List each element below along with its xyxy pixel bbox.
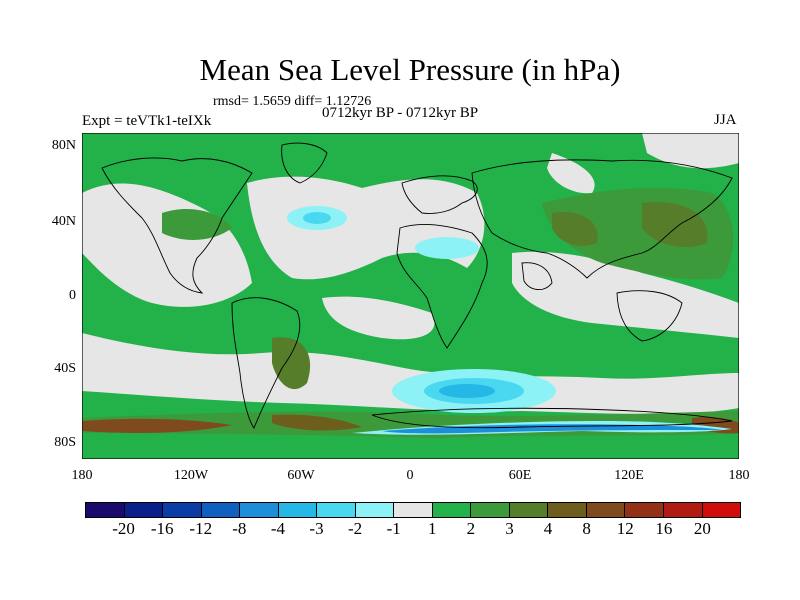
colorbar-swatch — [625, 503, 664, 517]
colorbar-swatch — [240, 503, 279, 517]
lat-tick-label: 80S — [54, 435, 76, 450]
colorbar-tick-label: -8 — [232, 519, 247, 538]
colorbar — [85, 502, 741, 518]
positive-anomaly-region — [82, 418, 232, 433]
colorbar-tick-label: 4 — [543, 519, 553, 538]
positive-anomaly-region — [642, 202, 708, 248]
positive-anomaly-region — [552, 212, 598, 246]
colorbar-swatch — [355, 503, 395, 517]
colorbar-tick-label: 16 — [655, 519, 673, 538]
positive-anomaly-region — [82, 411, 739, 438]
colorbar-tick-label: -20 — [112, 519, 135, 538]
lon-tick-label: 60E — [508, 468, 532, 483]
colorbar-tick-label: -12 — [189, 519, 213, 538]
colorbar-swatch — [163, 503, 202, 517]
colorbar-tick-label: 20 — [693, 519, 711, 538]
colorbar-swatch — [201, 503, 241, 517]
negative-anomaly-region — [439, 384, 495, 398]
pressure-anomaly-map — [81, 132, 740, 460]
colorbar-tick-label: 2 — [466, 519, 476, 538]
coastlines — [101, 142, 733, 429]
colorbar-tick-label: 1 — [428, 519, 437, 538]
lon-tick-label: 180 — [71, 468, 93, 483]
experiment-label: Expt = teVTk1-teIXk — [82, 113, 212, 129]
colorbar-swatch — [509, 503, 549, 517]
lon-tick-label: 0 — [406, 468, 414, 483]
lon-tick-label: 180 — [728, 468, 750, 483]
neutral-region — [322, 296, 435, 340]
neutral-region — [547, 153, 595, 194]
map-title: Mean Sea Level Pressure (in hPa) — [199, 52, 621, 87]
lat-tick-label: 40S — [54, 361, 76, 376]
period-label: 0712kyr BP - 0712kyr BP — [322, 105, 479, 121]
colorbar-swatch — [663, 503, 703, 517]
colorbar-swatch — [394, 503, 433, 517]
lat-tick-label: 80N — [51, 138, 76, 153]
colorbar-swatch — [702, 503, 741, 517]
colorbar-tick-label: 3 — [505, 519, 514, 538]
neutral-region — [247, 176, 485, 280]
lon-tick-label: 60W — [287, 468, 315, 483]
colorbar-tick-label: 12 — [616, 519, 634, 538]
colorbar-tick-label: -3 — [309, 519, 324, 538]
map-panel — [81, 132, 740, 460]
season-label: JJA — [714, 112, 737, 128]
colorbar-tick-label: -2 — [348, 519, 363, 538]
positive-anomaly-region — [272, 414, 362, 431]
negative-anomaly-region — [303, 212, 331, 224]
negative-anomaly-region — [415, 237, 479, 259]
lat-tick-label: 0 — [69, 288, 76, 303]
colorbar-tick-label: -4 — [270, 519, 286, 538]
colorbar-swatch — [278, 503, 318, 517]
lon-tick-label: 120E — [614, 468, 644, 483]
lat-tick-label: 40N — [51, 214, 76, 229]
lon-tick-label: 120W — [173, 468, 209, 483]
colorbar-swatch — [432, 503, 472, 517]
neutral-region — [642, 133, 739, 169]
positive-anomaly-region — [272, 337, 311, 390]
colorbar-swatch — [86, 503, 125, 517]
colorbar-tick-label: -16 — [150, 519, 174, 538]
positive-anomaly-region — [162, 208, 232, 240]
colorbar-tick-label: -1 — [386, 519, 401, 538]
neutral-region — [82, 333, 739, 415]
colorbar-swatch — [586, 503, 626, 517]
colorbar-swatch — [124, 503, 164, 517]
colorbar-tick-label: 8 — [582, 519, 591, 538]
neutral-region — [512, 251, 739, 338]
colorbar-swatch — [548, 503, 587, 517]
colorbar-swatch — [471, 503, 510, 517]
colorbar-swatch — [317, 503, 356, 517]
negative-anomaly-region — [382, 424, 722, 434]
stats-label: rmsd= 1.5659 diff= 1.12726 — [213, 94, 372, 109]
